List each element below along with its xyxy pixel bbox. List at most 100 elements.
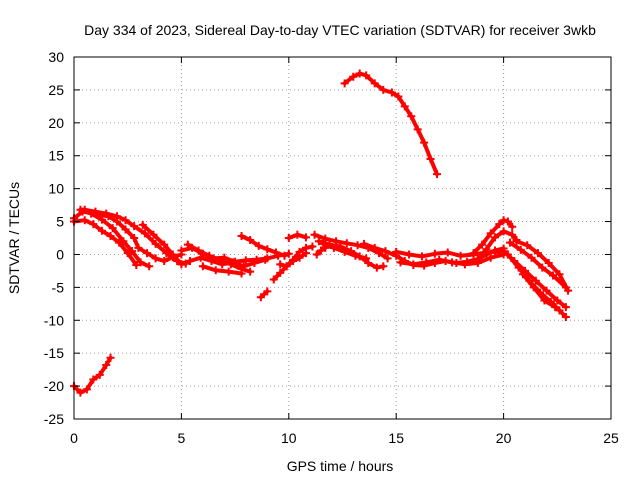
data-point xyxy=(353,241,362,250)
data-point xyxy=(400,102,409,111)
y-tick-label: 5 xyxy=(56,214,64,230)
data-point xyxy=(130,234,139,242)
data-point xyxy=(430,249,439,258)
data-point xyxy=(140,229,149,238)
data-point xyxy=(301,233,310,242)
data-point xyxy=(301,243,310,252)
x-tick-label: 10 xyxy=(281,430,297,446)
data-point xyxy=(97,226,106,235)
data-point xyxy=(381,247,390,256)
data-point xyxy=(198,249,207,258)
data-point xyxy=(486,229,495,238)
data-point xyxy=(370,79,379,88)
data-point xyxy=(160,240,169,249)
data-point xyxy=(252,255,261,264)
data-point xyxy=(551,303,560,312)
series-arc-11 xyxy=(256,287,272,302)
data-point xyxy=(143,249,152,258)
data-point xyxy=(340,247,349,256)
data-point xyxy=(282,262,291,271)
data-point xyxy=(540,296,549,305)
data-point xyxy=(314,237,323,246)
series-arc-13 xyxy=(276,242,317,271)
data-point xyxy=(293,230,302,239)
data-point xyxy=(220,253,229,262)
data-point xyxy=(289,255,298,264)
data-point xyxy=(448,258,457,267)
data-point xyxy=(89,220,98,229)
series-line xyxy=(72,355,113,395)
data-point xyxy=(160,257,169,266)
data-point xyxy=(549,271,558,280)
data-point xyxy=(280,251,289,260)
data-point xyxy=(312,250,321,259)
data-point xyxy=(95,370,104,379)
data-point xyxy=(420,138,429,147)
data-point xyxy=(308,242,317,251)
series-layer xyxy=(70,69,573,397)
series-line xyxy=(520,272,558,310)
data-point xyxy=(359,239,368,248)
data-point xyxy=(132,260,141,269)
series-arc-9 xyxy=(198,262,246,278)
data-point xyxy=(145,262,154,271)
data-point xyxy=(295,247,304,256)
data-point xyxy=(340,79,349,88)
y-tick-label: 25 xyxy=(48,82,64,98)
data-point xyxy=(379,262,388,271)
data-point xyxy=(413,125,422,134)
data-point xyxy=(115,238,124,247)
data-point xyxy=(119,237,128,246)
data-point xyxy=(387,88,396,97)
data-point xyxy=(409,260,418,269)
data-point xyxy=(478,240,487,249)
data-point xyxy=(177,260,186,269)
data-point xyxy=(276,268,285,277)
data-point xyxy=(106,232,115,241)
y-axis-label: SDTVAR / TECUs xyxy=(6,182,22,294)
data-point xyxy=(256,293,265,302)
data-point xyxy=(538,263,547,272)
data-point xyxy=(443,248,452,257)
data-point xyxy=(542,286,551,295)
data-point xyxy=(185,257,194,266)
data-point xyxy=(80,205,89,214)
data-point xyxy=(276,260,285,269)
data-point xyxy=(246,267,255,276)
series-arc-16 xyxy=(310,230,392,263)
data-point xyxy=(138,220,147,229)
chart-title: Day 334 of 2023, Sidereal Day-to-day VTE… xyxy=(84,22,596,38)
data-point xyxy=(284,234,293,242)
data-point xyxy=(364,259,373,268)
data-point xyxy=(82,385,91,394)
data-point xyxy=(198,262,207,271)
data-point xyxy=(351,251,360,260)
data-point xyxy=(417,252,426,261)
data-point xyxy=(102,209,111,218)
data-point xyxy=(508,230,517,239)
data-point xyxy=(499,247,508,256)
series-arc-21 xyxy=(396,250,508,269)
x-tick-label: 5 xyxy=(178,430,186,446)
data-point xyxy=(168,250,177,259)
data-point xyxy=(491,233,500,242)
tick-labels: 0 5 10 15 20 25 -25 -20 -15 -10 -5 0 5 10 15 20 25 30 xyxy=(44,49,619,446)
series-arc-27 xyxy=(512,237,573,295)
y-tick-label: 30 xyxy=(48,49,64,65)
data-point xyxy=(362,254,371,263)
data-point xyxy=(456,251,465,260)
series-arc-29 xyxy=(340,69,442,179)
data-point xyxy=(518,270,527,279)
data-point xyxy=(355,69,364,78)
data-point xyxy=(130,222,139,231)
data-point xyxy=(422,258,431,267)
data-point xyxy=(499,216,508,225)
data-point xyxy=(80,216,89,225)
data-point xyxy=(396,258,405,267)
data-point xyxy=(469,249,478,258)
data-point xyxy=(370,243,379,252)
data-point xyxy=(91,207,100,216)
data-point xyxy=(379,85,388,94)
data-point xyxy=(241,256,250,265)
series-line xyxy=(200,264,244,276)
